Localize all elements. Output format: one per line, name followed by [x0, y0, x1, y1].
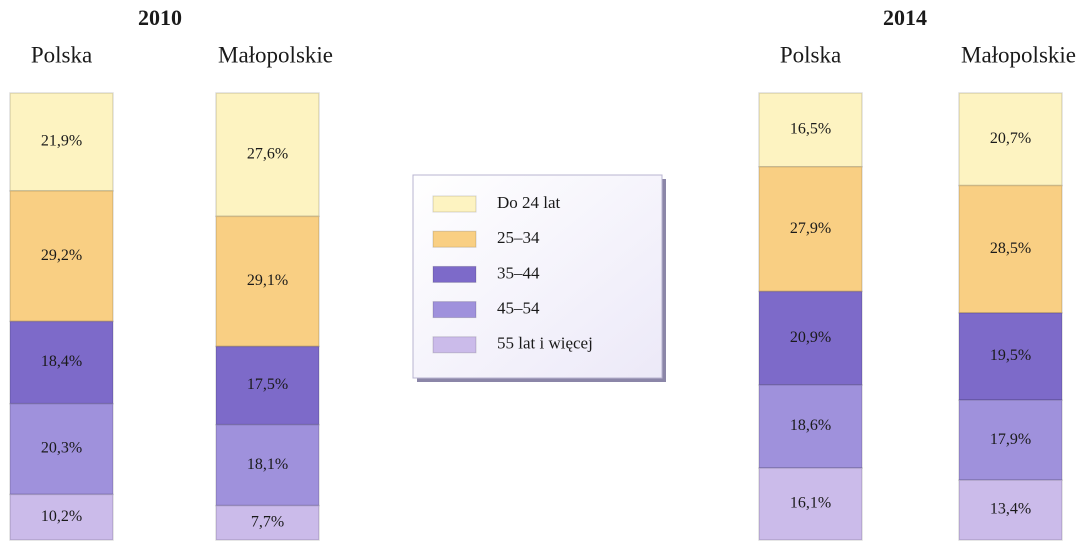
data-label: 19,5% — [990, 347, 1031, 364]
legend-label: 25–34 — [497, 228, 540, 247]
legend-swatch — [432, 301, 477, 319]
legend-swatch — [432, 230, 477, 248]
bar-segment — [758, 467, 863, 541]
bar-segment — [9, 190, 114, 323]
bar-segment — [215, 92, 320, 218]
data-label: 18,1% — [247, 456, 288, 473]
bar-segment — [215, 345, 320, 426]
legend-label: 35–44 — [497, 263, 540, 282]
legend-swatch — [432, 195, 477, 213]
data-label: 29,1% — [247, 272, 288, 289]
bar-segment — [758, 166, 863, 293]
data-label: 16,1% — [790, 495, 831, 512]
category-label: Małopolskie — [218, 42, 333, 67]
legend-label: 45–54 — [497, 299, 540, 318]
data-label: 10,2% — [41, 508, 82, 525]
data-label: 13,4% — [990, 501, 1031, 518]
data-label: 17,9% — [990, 431, 1031, 448]
data-label: 18,4% — [41, 353, 82, 370]
bar-segment — [9, 493, 114, 541]
data-label: 21,9% — [41, 133, 82, 150]
category-label: Małopolskie — [961, 42, 1076, 67]
legend-label: 55 lat i więcej — [497, 334, 593, 353]
data-label: 18,6% — [790, 417, 831, 434]
bar-segment — [958, 92, 1063, 187]
bar-segment — [758, 92, 863, 168]
data-label: 16,5% — [790, 121, 831, 138]
data-label: 20,7% — [990, 130, 1031, 147]
data-label: 29,2% — [41, 247, 82, 264]
data-label: 27,9% — [790, 220, 831, 237]
bar-segment — [958, 312, 1063, 401]
legend-label: Do 24 lat — [497, 193, 561, 212]
bar-segment — [215, 423, 320, 507]
chart-title: 2010 — [138, 5, 182, 30]
bar-segment — [215, 215, 320, 348]
category-label: Polska — [780, 42, 841, 67]
bar-segment — [9, 320, 114, 405]
bar-segment — [958, 479, 1063, 541]
legend-swatch — [432, 336, 477, 354]
bar-segment — [215, 504, 320, 541]
data-label: 7,7% — [251, 513, 284, 530]
data-label: 28,5% — [990, 240, 1031, 257]
data-label: 20,3% — [41, 440, 82, 457]
bar-segment — [758, 384, 863, 469]
data-label: 20,9% — [790, 329, 831, 346]
bar-segment — [958, 184, 1063, 314]
legend-swatch — [432, 265, 477, 283]
data-label: 17,5% — [247, 376, 288, 393]
bar-segment — [758, 290, 863, 386]
chart-title: 2014 — [883, 5, 927, 30]
data-label: 27,6% — [247, 145, 288, 162]
bar-segment — [958, 399, 1063, 481]
bar-segment — [9, 92, 114, 192]
category-label: Polska — [31, 42, 92, 67]
